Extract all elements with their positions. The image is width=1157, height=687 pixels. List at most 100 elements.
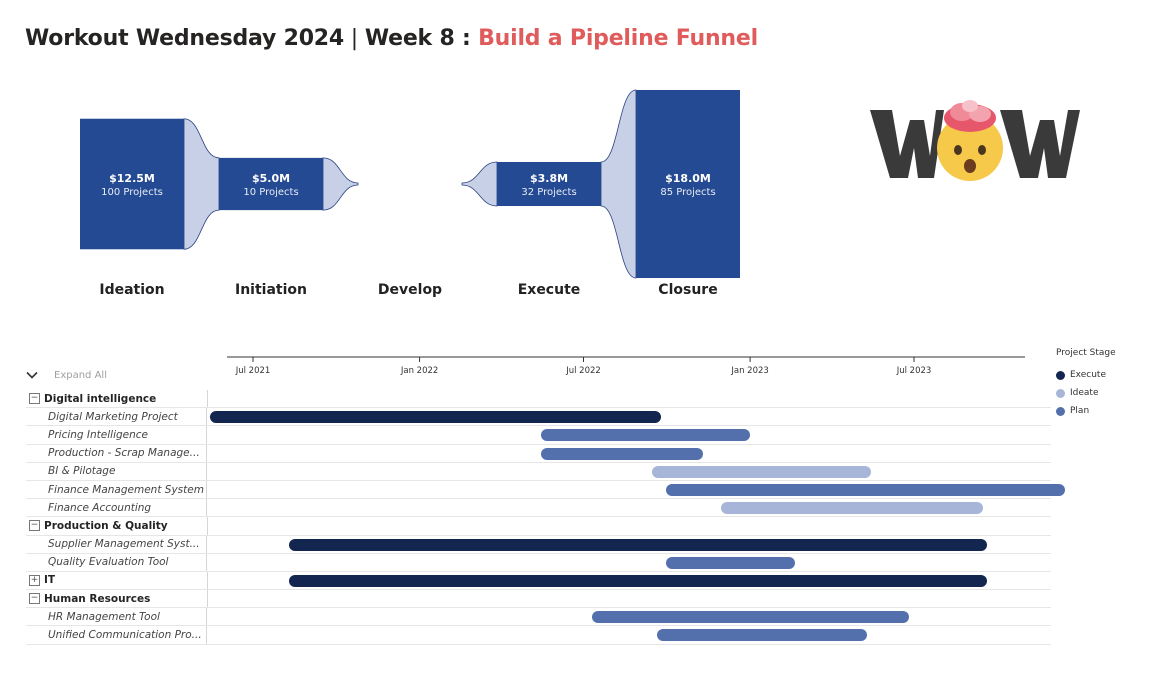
wow-logo <box>870 100 1080 181</box>
axis-tick-label: Jul 2023 <box>896 366 932 376</box>
expand-all-label[interactable]: Expand All <box>54 369 107 381</box>
stage-label-execute: Execute <box>517 282 581 298</box>
legend-label: Ideate <box>1070 388 1099 398</box>
collapse-group-icon[interactable]: − <box>29 393 40 405</box>
group-label: Human Resources <box>44 592 151 605</box>
funnel-connector <box>322 157 359 211</box>
wow-logo-letters <box>870 110 1080 178</box>
funnel-value-label: $5.0M <box>252 172 290 185</box>
group-row: − Production & Quality <box>26 517 1051 536</box>
group-row: + IT <box>26 571 1051 591</box>
title-accent: Build a Pipeline Funnel <box>478 26 758 51</box>
gantt-rows: − Digital intelligence Digital Marketing P… <box>26 390 1066 645</box>
gantt-bar-plan[interactable] <box>665 483 1066 496</box>
project-label: Unified Communication Pro... <box>48 629 202 642</box>
legend-item-ideate[interactable]: Ideate <box>1056 384 1116 402</box>
pipeline-funnel-chart: $12.5M 100 Projects $5.0M 10 Projects $3.8M 3… <box>80 89 740 279</box>
funnel-projects-label: 100 Projects <box>101 187 163 198</box>
legend-title: Project Stage <box>1056 348 1116 358</box>
gantt-bar-plan[interactable] <box>665 556 796 569</box>
project-label-cell: Pricing Intelligence <box>26 426 207 444</box>
legend-item-execute[interactable]: Execute <box>1056 366 1116 384</box>
group-label: Digital intelligence <box>44 392 157 405</box>
project-label: Production - Scrap Manage... <box>48 447 200 460</box>
funnel-connector <box>600 89 637 279</box>
table-row: Pricing Intelligence <box>26 426 1051 445</box>
funnel-bar-closure[interactable] <box>636 90 740 278</box>
project-label-cell: Finance Management System <box>26 480 207 499</box>
table-row: HR Management Tool <box>26 608 1051 627</box>
group-label-cell: − Production & Quality <box>26 517 208 535</box>
funnel-bar-initiation[interactable] <box>219 157 323 211</box>
project-label-cell: Finance Accounting <box>26 499 207 517</box>
group-label: IT <box>44 574 56 587</box>
gantt-bar-plan[interactable] <box>656 629 867 642</box>
legend-swatch <box>1056 388 1065 398</box>
title-main: Workout Wednesday 2024 <box>25 26 345 51</box>
collapse-group-icon[interactable]: − <box>29 593 40 605</box>
funnel-value-label: $3.8M <box>530 172 568 185</box>
funnel-bar-execute[interactable] <box>497 162 601 206</box>
page-title: Workout Wednesday 2024 | Week 8 : Build … <box>25 26 758 51</box>
legend-swatch <box>1056 406 1065 416</box>
table-row: Finance Accounting <box>26 499 1051 518</box>
gantt-bar-plan[interactable] <box>540 447 704 460</box>
project-label: Finance Accounting <box>48 501 152 514</box>
group-label-cell: − Digital intelligence <box>26 390 208 408</box>
table-row: Supplier Management Syst... <box>26 535 1051 554</box>
project-label: Finance Management System <box>48 483 204 496</box>
legend-label: Plan <box>1070 406 1090 416</box>
group-row: − Human Resources <box>26 590 1051 609</box>
project-label-cell: Quality Evaluation Tool <box>26 553 207 571</box>
project-label-cell: Supplier Management Syst... <box>26 535 207 553</box>
title-week: Week 8 : <box>364 26 479 51</box>
gantt-bar-execute[interactable] <box>210 411 662 424</box>
gantt-bar-ideate[interactable] <box>652 465 872 478</box>
group-label-cell: − Human Resources <box>26 590 208 608</box>
stage-label-closure: Closure <box>658 282 718 298</box>
project-label-cell: Digital Marketing Project <box>26 408 207 426</box>
project-label: Supplier Management Syst... <box>48 538 200 551</box>
stage-label-ideation: Ideation <box>99 282 165 298</box>
funnel-connector <box>183 118 220 250</box>
funnel-bar-ideation[interactable] <box>80 118 184 250</box>
legend-label: Execute <box>1070 370 1106 380</box>
axis-tick-label: Jul 2021 <box>235 366 271 376</box>
axis-tick-label: Jan 2023 <box>730 366 768 376</box>
legend: Project Stage Execute Ideate Plan <box>1056 348 1116 420</box>
funnel-projects-label: 85 Projects <box>660 187 715 198</box>
project-label: Digital Marketing Project <box>48 410 178 423</box>
funnel-value-label: $12.5M <box>109 172 155 185</box>
funnel-projects-label: 32 Projects <box>521 187 576 198</box>
axis-tick-label: Jan 2022 <box>400 366 438 376</box>
gantt-bar-execute[interactable] <box>289 574 988 587</box>
project-label: Pricing Intelligence <box>48 428 149 441</box>
group-row: − Digital intelligence <box>26 390 1051 409</box>
table-row: Quality Evaluation Tool <box>26 553 1051 572</box>
exploding-head-emoji <box>937 100 1003 181</box>
gantt-bar-plan[interactable] <box>591 611 909 624</box>
collapse-group-icon[interactable]: − <box>29 520 40 532</box>
group-label-cell: + IT <box>26 571 208 590</box>
legend-item-plan[interactable]: Plan <box>1056 402 1116 420</box>
project-label-cell: Production - Scrap Manage... <box>26 444 207 462</box>
table-row: Digital Marketing Project <box>26 408 1051 427</box>
chevron-down-icon[interactable] <box>26 369 38 381</box>
project-label-cell: BI & Pilotage <box>26 462 207 480</box>
group-label: Production & Quality <box>44 519 168 532</box>
expand-group-icon[interactable]: + <box>29 574 40 586</box>
title-separator: | <box>344 26 365 51</box>
funnel-projects-label: 10 Projects <box>243 187 298 198</box>
timeline-axis: Jul 2021 Jan 2022 Jul 2022 Jan 2023 Jul 2023 <box>227 356 1025 376</box>
gantt-bar-ideate[interactable] <box>721 502 983 515</box>
table-row: BI & Pilotage <box>26 462 1051 481</box>
project-label-cell: HR Management Tool <box>26 608 207 626</box>
stage-label-develop: Develop <box>377 282 443 298</box>
gantt-bar-execute[interactable] <box>289 538 988 551</box>
project-label-cell: Unified Communication Pro... <box>26 626 207 644</box>
expand-all-control[interactable]: Expand All <box>26 365 107 385</box>
legend-swatch <box>1056 370 1065 380</box>
gantt-bar-plan[interactable] <box>540 429 751 442</box>
funnel-value-label: $18.0M <box>665 172 711 185</box>
table-row: Finance Management System <box>26 480 1066 500</box>
